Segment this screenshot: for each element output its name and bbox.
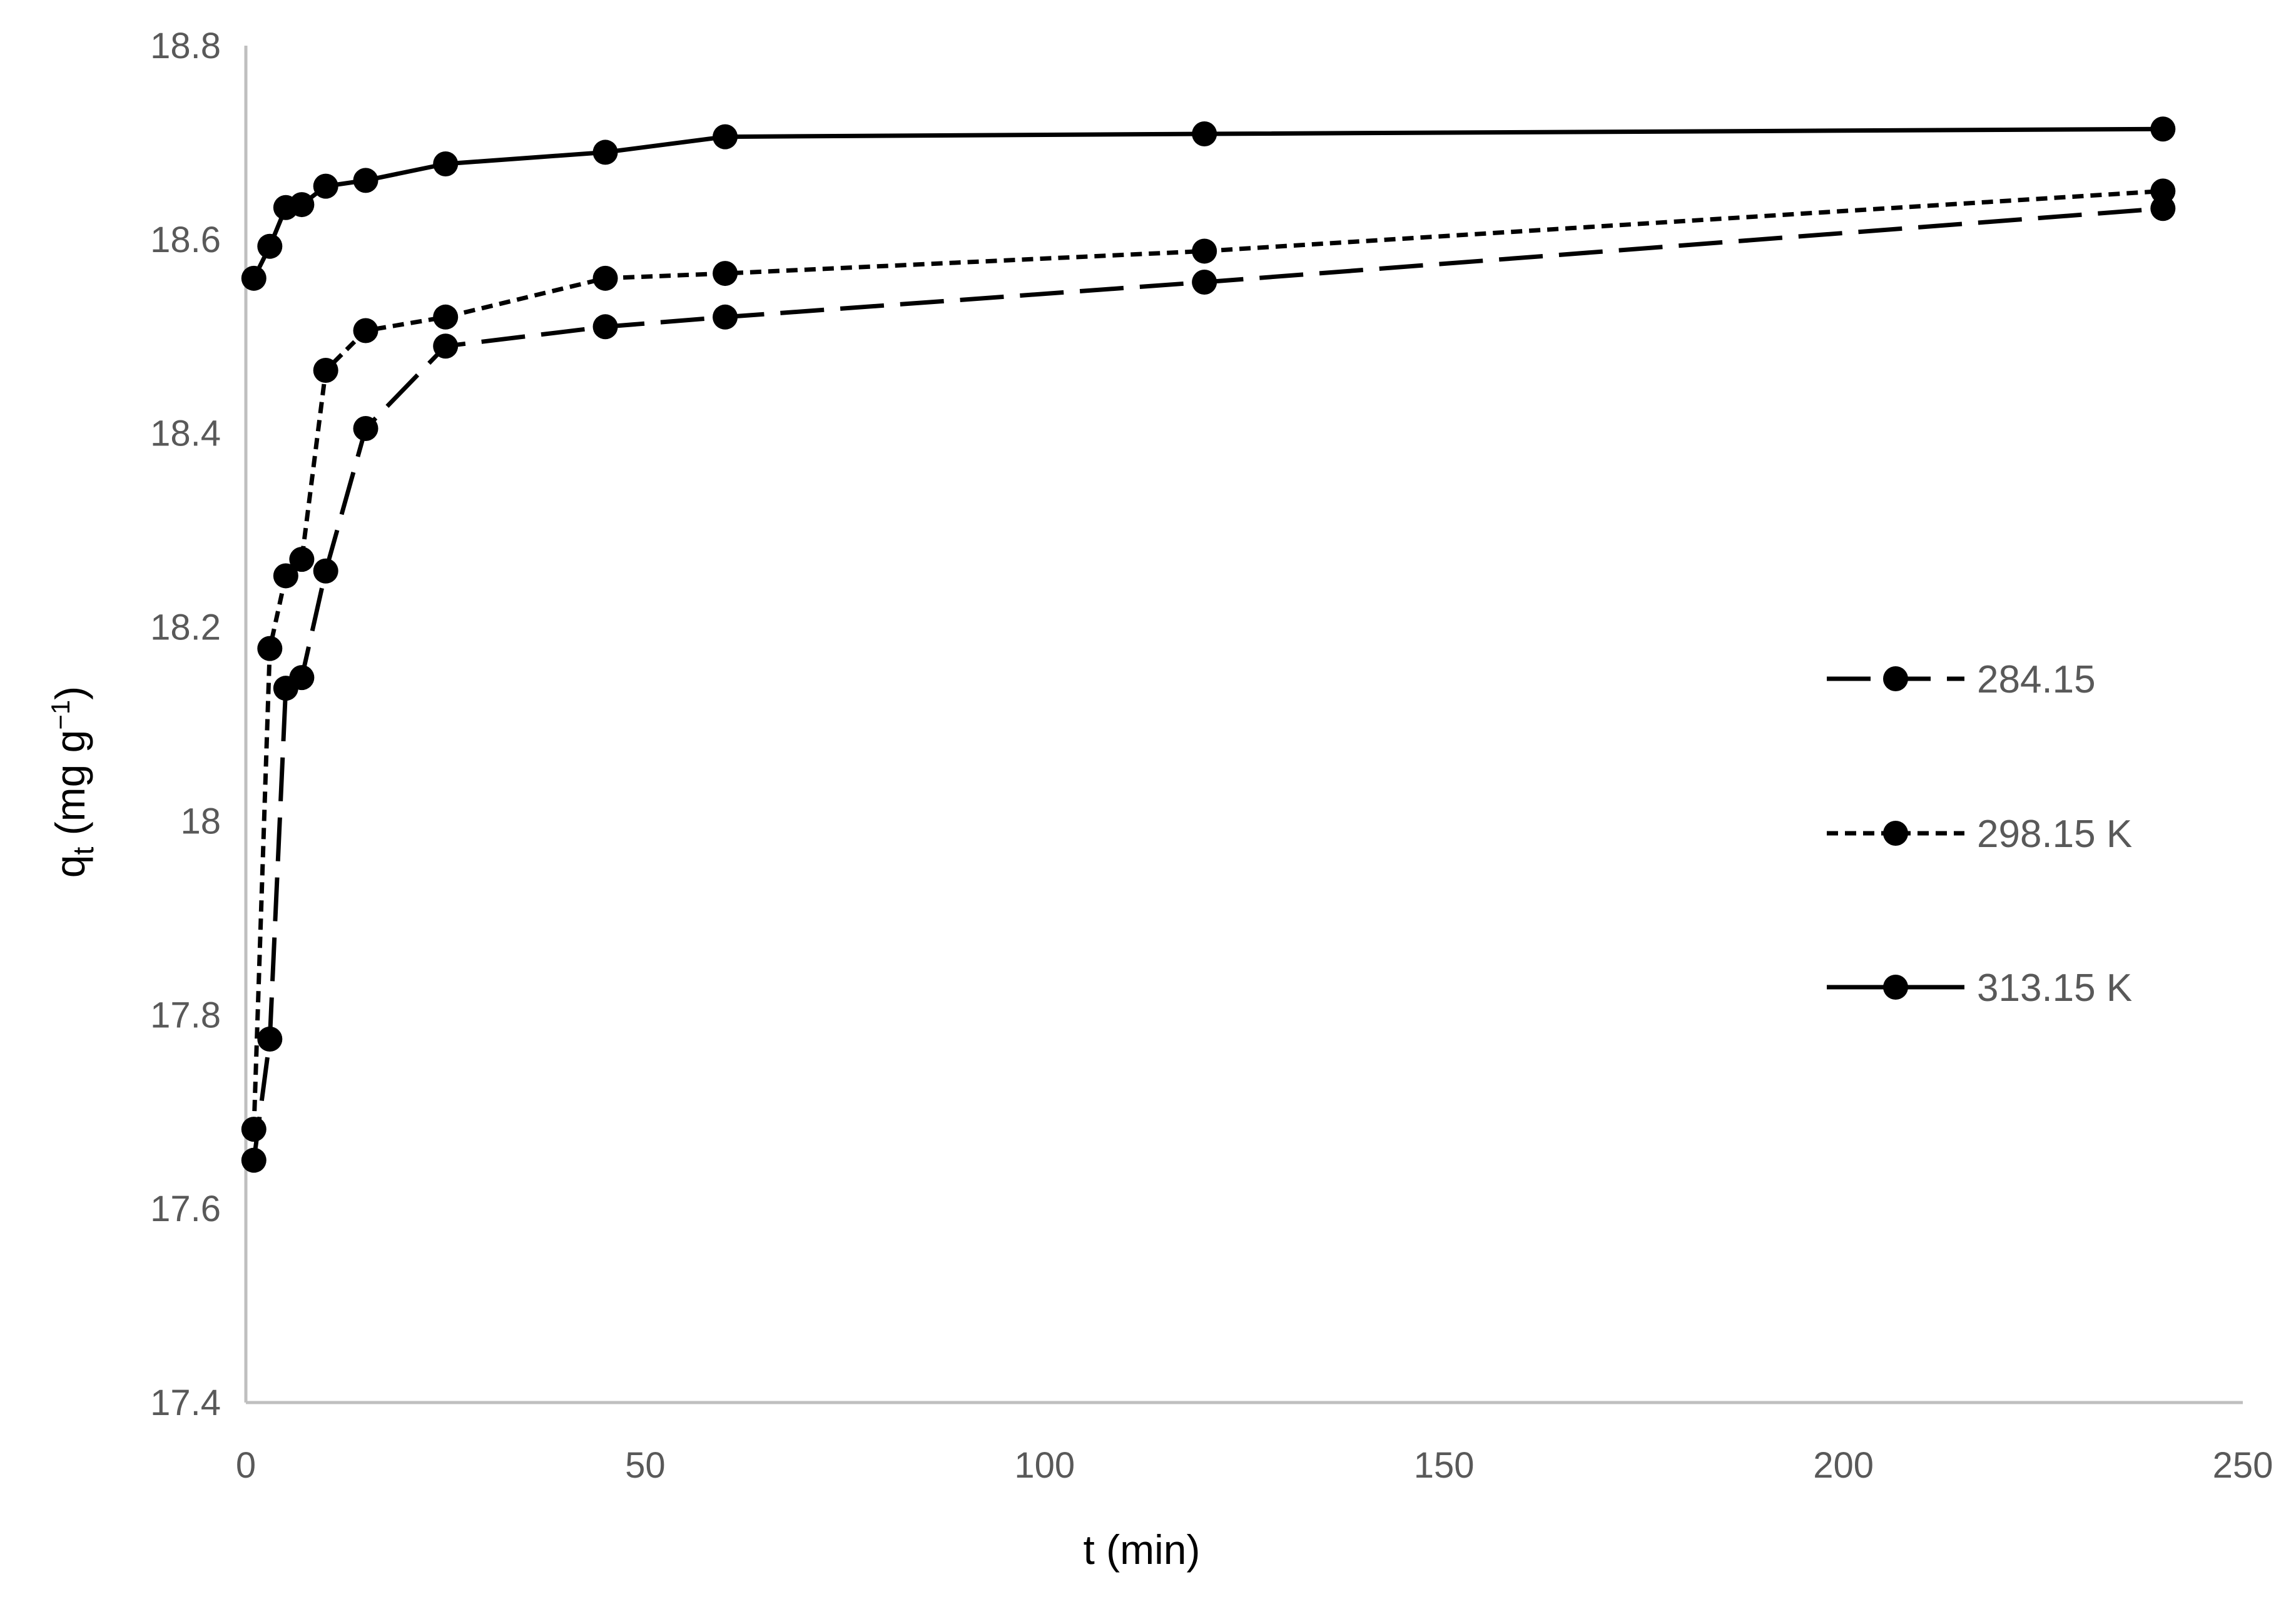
legend-label: 298.15 K [1977,813,2132,856]
legend-entry: 313.15 K [1827,967,2132,1010]
y-tick-label: 17.8 [150,995,221,1035]
x-tick-label: 250 [2213,1445,2273,1486]
data-point [257,636,283,661]
y-tick-label: 18.2 [150,607,221,648]
data-point [713,304,738,330]
data-point [353,168,378,193]
x-tick-label: 50 [625,1445,666,1486]
data-point [1192,238,1217,264]
data-point [241,1117,267,1142]
y-tick-label: 18 [180,801,221,841]
series-298-15-K [241,178,2176,1142]
legend-entry: 284.15 [1827,658,2096,701]
legend-label: 284.15 [1977,658,2096,701]
data-point [433,304,459,330]
data-point [313,173,338,199]
x-axis-title: t (min) [1084,1526,1201,1573]
data-point [313,558,338,584]
data-point [2150,196,2176,221]
data-point [241,1147,267,1173]
y-axis-title-base: q [47,855,93,878]
data-point [2150,178,2176,204]
y-tick-label: 18.6 [150,220,221,260]
data-point [713,124,738,150]
data-point [257,233,283,259]
data-point [353,318,378,343]
data-point [313,358,338,383]
legend-marker [1883,821,1908,846]
y-axis-title-sub: t [67,846,99,855]
legend-label: 313.15 K [1977,967,2132,1010]
series-313-15-K [241,116,2176,291]
data-point [592,314,618,340]
data-point [241,265,267,291]
data-point [433,333,459,359]
legend: 284.15 298.15 K 313.15 K [1827,658,2132,1010]
y-tick-label: 18.8 [150,26,221,66]
x-tick-label: 200 [1813,1445,1874,1486]
data-point [433,151,459,177]
data-point [273,563,298,589]
y-axis-title: qt (mg g−1) [46,686,99,878]
x-tick-label: 150 [1414,1445,1475,1486]
data-point [289,665,315,691]
series-284-15 [241,196,2176,1173]
y-tick-label: 18.4 [150,414,221,454]
y-tick-label: 17.4 [150,1383,221,1423]
data-point [592,265,618,291]
data-point [713,261,738,287]
y-tick-label: 17.6 [150,1189,221,1229]
data-point [289,192,315,218]
data-point [289,547,315,572]
y-axis-title-unit-close: ) [47,686,93,700]
legend-marker [1883,975,1908,1000]
data-point [2150,116,2176,142]
y-axis-title-unit-open: (mg g [47,730,93,847]
data-point [592,140,618,165]
y-axis-title-unit-sup: −1 [46,700,75,730]
data-point [353,415,378,441]
x-tick-label: 0 [236,1445,256,1486]
axes: 0 50 100 150 200 250 17.4 17.6 17.8 18 18.2 18.4 18.… [150,26,2273,1486]
x-tick-label: 100 [1014,1445,1075,1486]
legend-marker [1883,666,1908,691]
data-point [257,1027,283,1052]
data-point [1192,121,1217,146]
series-layer [241,116,2176,1173]
data-point [1192,270,1217,295]
legend-entry: 298.15 K [1827,813,2132,856]
